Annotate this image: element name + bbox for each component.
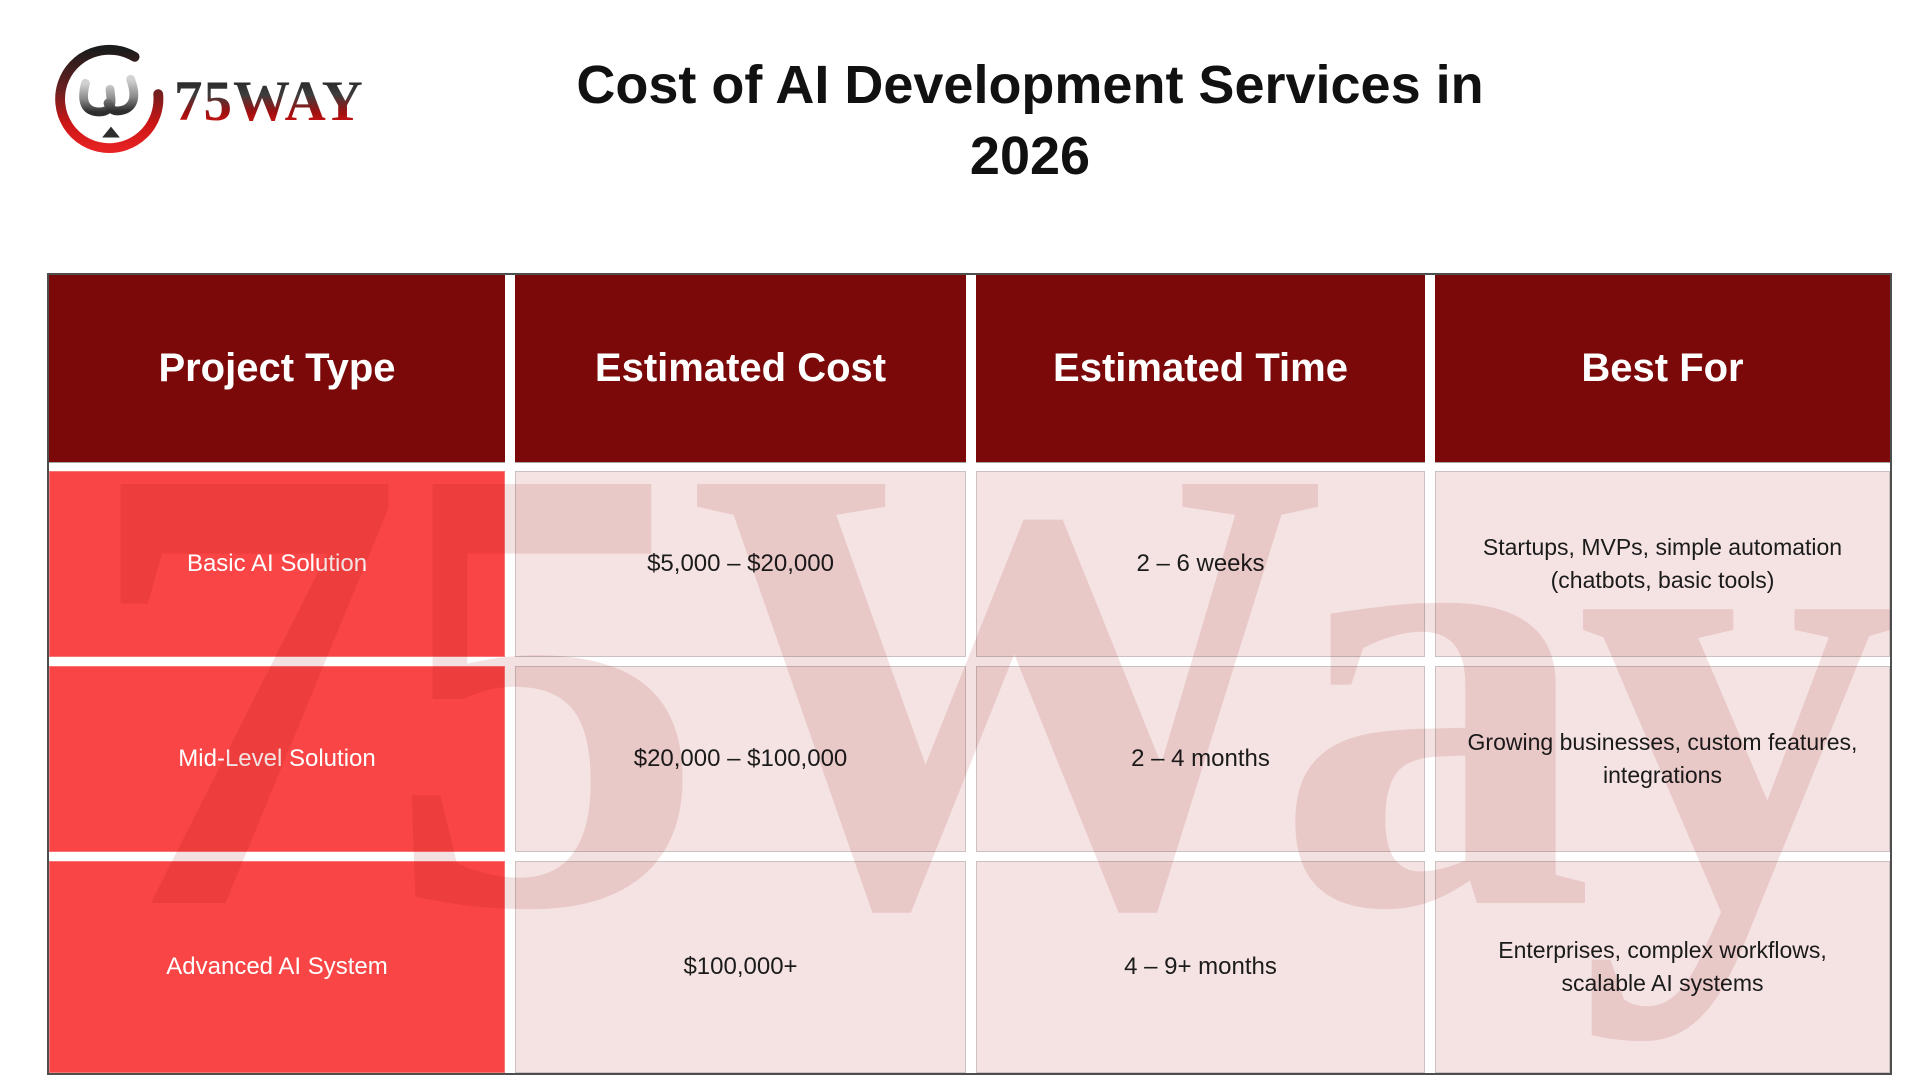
- cell-basic-estimated-cost: $5,000 – $20,000: [515, 471, 966, 657]
- header-cell-estimated-cost: Estimated Cost: [515, 275, 966, 462]
- cell-advanced-estimated-cost: $100,000+: [515, 861, 966, 1073]
- page-title-line2: 2026: [969, 126, 1091, 187]
- header-cell-estimated-time: Estimated Time: [976, 275, 1425, 462]
- brand-logo: 75WAY: [52, 42, 364, 168]
- cell-basic-estimated-time: 2 – 6 weeks: [976, 471, 1425, 657]
- page-title: Cost of AI Development Services in 2026: [450, 50, 1610, 193]
- cell-mid-best-for: Growing businesses, custom features, int…: [1435, 666, 1890, 852]
- row-label-mid-level-solution: Mid-Level Solution: [49, 666, 505, 852]
- brand-name: 75WAY: [174, 69, 364, 133]
- header-cell-project-type: Project Type: [49, 275, 505, 462]
- cell-advanced-estimated-time: 4 – 9+ months: [976, 861, 1425, 1073]
- row-label-basic-ai-solution: Basic AI Solution: [49, 471, 505, 657]
- cell-basic-best-for: Startups, MVPs, simple automation (chatb…: [1435, 471, 1890, 657]
- row-label-advanced-ai-system: Advanced AI System: [49, 861, 505, 1073]
- cell-mid-estimated-time: 2 – 4 months: [976, 666, 1425, 852]
- cell-advanced-best-for: Enterprises, complex workflows, scalable…: [1435, 861, 1890, 1073]
- brand-emblem-icon: [55, 44, 164, 153]
- header-cell-best-for: Best For: [1435, 275, 1890, 462]
- cost-comparison-table: Project Type Estimated Cost Estimated Ti…: [47, 273, 1892, 1075]
- cell-mid-estimated-cost: $20,000 – $100,000: [515, 666, 966, 852]
- page-title-line1: Cost of AI Development Services in: [576, 55, 1484, 115]
